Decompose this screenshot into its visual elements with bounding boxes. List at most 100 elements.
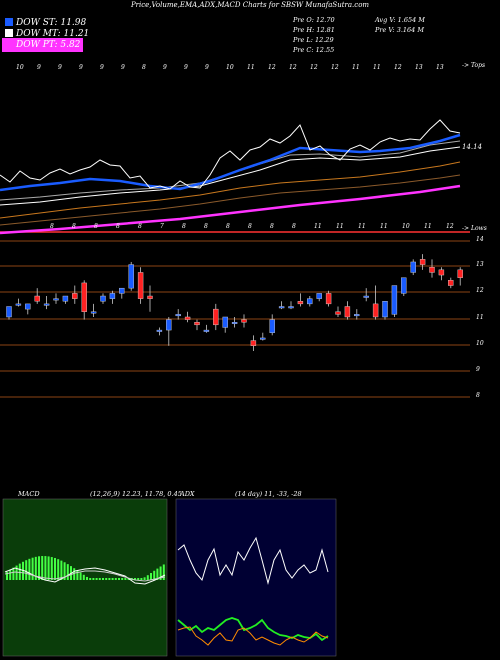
legend-dow-mt-value: 11.21 <box>63 29 90 39</box>
macd-histogram-bar <box>98 578 101 580</box>
macd-histogram-bar <box>60 560 63 580</box>
ema-top-number: 13 <box>436 64 444 71</box>
candle-down <box>184 316 191 320</box>
price-axis-tick: 9 <box>476 366 480 373</box>
macd-histogram-bar <box>28 558 31 580</box>
ema-bottom-number: 11 <box>424 223 432 230</box>
macd-histogram-bar <box>102 578 104 580</box>
ema-brown-line <box>0 174 461 226</box>
candle-up <box>391 285 398 315</box>
ema-white-mid-line <box>0 146 461 206</box>
legend-dow-st-label: DOW ST: <box>16 18 58 28</box>
candle-down <box>448 280 454 286</box>
macd-panel <box>2 498 168 657</box>
ema-bottom-number: 8 <box>204 223 208 230</box>
macd-signal-line <box>4 570 166 582</box>
macd-histogram-bar <box>137 578 140 580</box>
adx-green-line <box>177 617 329 642</box>
candle-up <box>25 303 31 310</box>
adx-label: ADX <box>180 490 195 498</box>
macd-histogram-bar <box>124 578 127 580</box>
candle-up <box>401 277 407 294</box>
ema-bottom-number: 8 <box>270 223 274 230</box>
candle-down <box>372 303 379 318</box>
candle-up <box>119 287 125 294</box>
stat-open: Pre O: 12.70 <box>293 16 335 24</box>
price-axis-tick: 12 <box>476 287 484 294</box>
candle-up <box>382 301 388 318</box>
candle-up <box>43 303 50 306</box>
ema-top-number: 13 <box>415 64 423 71</box>
macd-histogram-bar <box>140 578 143 580</box>
stat-prev-volume: Pre V: 3.164 M <box>375 26 425 34</box>
ema-bottom-number: 8 <box>248 223 252 230</box>
ema-top-number: 11 <box>373 64 381 71</box>
ema-bottom-number: 8 <box>50 223 54 230</box>
macd-histogram-bar <box>41 556 44 580</box>
macd-histogram-bar <box>92 578 95 580</box>
ema-top-number: 12 <box>310 64 318 71</box>
candle-up <box>128 264 134 289</box>
candle-up <box>354 314 360 317</box>
macd-histogram-bar <box>114 578 117 580</box>
candle-up <box>363 295 369 298</box>
macd-histogram-bar <box>63 562 66 580</box>
stat-close: Pre C: 12.55 <box>293 46 335 54</box>
candle-down <box>81 282 87 312</box>
candle-up <box>6 306 12 318</box>
macd-histogram-bar <box>34 556 37 580</box>
ema-bottom-number: 8 <box>182 223 186 230</box>
ema-magenta-line <box>0 184 461 235</box>
candle-up <box>278 306 285 309</box>
chart-header-title: Price,Volume,EMA,ADX,MACD Charts for SBS… <box>130 1 370 9</box>
candle-down <box>72 293 78 299</box>
ema-top-number: 11 <box>352 64 360 71</box>
ema-bottom-number: 7 <box>160 223 164 230</box>
candle-up <box>307 298 313 305</box>
macd-histogram-bar <box>25 560 28 580</box>
macd-histogram-bar <box>89 578 92 580</box>
ema-top-number: 12 <box>394 64 402 71</box>
macd-histogram-bar <box>9 569 12 580</box>
macd-histogram-bar <box>50 557 53 580</box>
ema-bottom-number: 8 <box>116 223 120 230</box>
candle-down <box>297 301 304 305</box>
macd-histogram-bar <box>6 572 8 580</box>
price-axis-tick: 11 <box>476 314 484 321</box>
macd-histogram-bar <box>12 567 15 580</box>
ema-bottom-number: 11 <box>336 223 344 230</box>
candle-down <box>147 295 153 299</box>
macd-histogram-bar <box>38 556 40 580</box>
legend-dow-pt-label: DOW PT: <box>16 40 58 50</box>
legend-swatch-blue <box>5 18 13 26</box>
macd-histogram-bar <box>146 575 149 580</box>
ema-top-number: 10 <box>16 64 24 71</box>
price-white-line <box>0 119 461 190</box>
candle-up <box>166 319 172 331</box>
macd-histogram <box>6 556 165 580</box>
macd-histogram-bar <box>47 556 50 580</box>
macd-params: (12,26,9) 12.23, 11.78, 0.45 <box>90 490 182 498</box>
macd-histogram-bar <box>150 573 152 580</box>
macd-histogram-bar <box>76 570 79 580</box>
ema-bottom-label: -> Lows <box>462 225 487 232</box>
macd-histogram-bar <box>54 557 56 580</box>
candle-down <box>213 308 219 326</box>
candle-up <box>410 261 416 273</box>
adx-white-line <box>177 536 329 585</box>
candle-up <box>203 329 210 332</box>
candle-up <box>62 295 69 302</box>
candle-down <box>241 319 247 323</box>
legend-dow-st: DOW ST: 11.98 <box>2 16 89 30</box>
macd-histogram-bar <box>79 572 82 580</box>
price-axis-tick: 14 <box>476 236 484 243</box>
candle-down <box>34 295 40 302</box>
macd-histogram-bar <box>156 568 159 580</box>
candle-up <box>260 337 266 340</box>
candle-down <box>194 322 200 326</box>
ema-bottom-number: 11 <box>380 223 388 230</box>
candle-up <box>231 322 238 324</box>
macd-histogram-bar <box>86 576 88 580</box>
macd-histogram-bar <box>134 578 136 580</box>
